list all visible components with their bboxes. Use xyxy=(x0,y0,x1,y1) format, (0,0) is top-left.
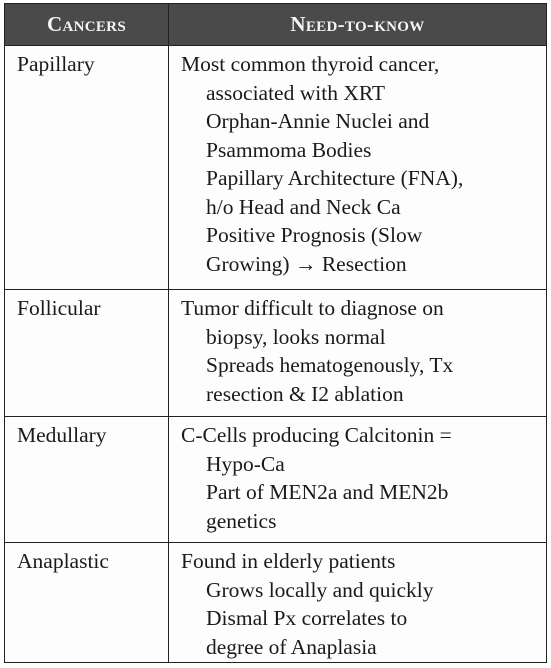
info-line: Spreads hematogenously, Tx xyxy=(206,353,454,377)
cancer-name: Medullary xyxy=(5,417,169,542)
table-row: Papillary Most common thyroid cancer, as… xyxy=(5,46,546,290)
table-header-row: Cancers Need-to-know xyxy=(5,4,546,46)
info-line: Growing) → Resection xyxy=(206,251,407,276)
info-line: Positive Prognosis (Slow xyxy=(206,223,423,247)
info-line: Papillary Architecture (FNA), xyxy=(206,166,464,190)
table-row: Follicular Tumor difficult to diagnose o… xyxy=(5,290,546,417)
info-line: Hypo-Ca xyxy=(206,451,285,476)
cancer-info: C-Cells producing Calcitonin = Hypo-Ca P… xyxy=(169,417,546,542)
info-line: associated with XRT xyxy=(206,80,386,105)
info-line: Dismal Px correlates to xyxy=(206,606,408,630)
table-row: Medullary C-Cells producing Calcitonin =… xyxy=(5,417,546,543)
info-line: genetics xyxy=(206,508,277,533)
info-line: Tumor difficult to diagnose on xyxy=(181,296,444,320)
thyroid-cancer-table: Cancers Need-to-know Papillary Most comm… xyxy=(4,3,547,663)
info-line: Grows locally and quickly xyxy=(206,577,434,602)
info-line: C-Cells producing Calcitonin = xyxy=(181,423,452,447)
header-need-to-know: Need-to-know xyxy=(290,12,425,36)
cancer-info: Most common thyroid cancer, associated w… xyxy=(169,46,546,289)
info-line: Most common thyroid cancer, xyxy=(181,52,440,76)
cancer-name: Anaplastic xyxy=(5,543,169,662)
cancer-info: Tumor difficult to diagnose on biopsy, l… xyxy=(169,290,546,416)
info-line: Found in elderly patients xyxy=(181,549,396,573)
info-line: Part of MEN2a and MEN2b xyxy=(206,480,449,504)
info-line: degree of Anaplasia xyxy=(206,634,377,659)
cancer-name: Papillary xyxy=(5,46,169,289)
info-line: resection & I2 ablation xyxy=(206,381,404,406)
info-line: Psammoma Bodies xyxy=(206,137,372,162)
cancer-info: Found in elderly patients Grows locally … xyxy=(169,543,546,662)
cancer-name: Follicular xyxy=(5,290,169,416)
info-line: h/o Head and Neck Ca xyxy=(206,194,401,219)
header-cancers: Cancers xyxy=(5,4,169,45)
table-row: Anaplastic Found in elderly patients Gro… xyxy=(5,543,546,662)
info-line: biopsy, looks normal xyxy=(206,324,386,349)
info-line: Orphan-Annie Nuclei and xyxy=(206,109,430,133)
